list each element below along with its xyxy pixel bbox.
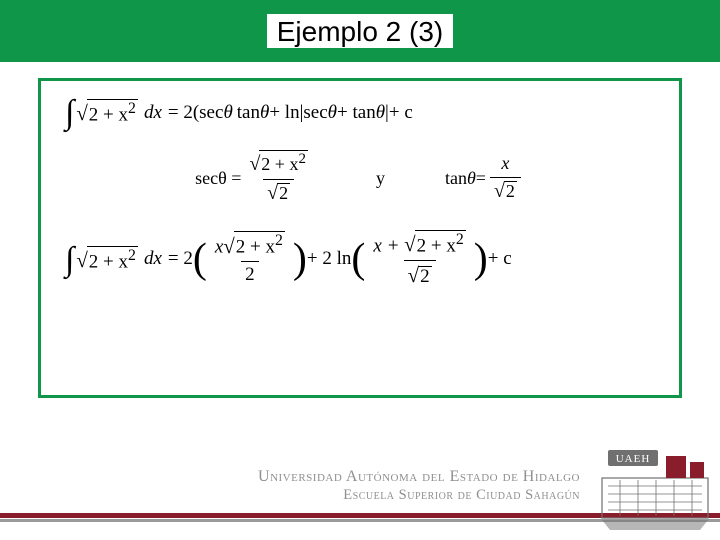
text: = 2 (168, 248, 193, 270)
radicand: 2 + x (89, 251, 128, 272)
sec-substitution: secθ = 2 + x2 2 (195, 150, 316, 206)
exponent: 2 (456, 231, 464, 248)
integral-sign: ∫ (65, 99, 74, 126)
footer-text: Universidad Autónoma del Estado de Hidal… (258, 468, 580, 504)
university-logo: UAEH (600, 448, 710, 534)
integral-sign: ∫ (65, 246, 74, 273)
text: sec (303, 102, 327, 124)
eq: = (476, 168, 486, 189)
text: + tan (337, 102, 376, 124)
dx: dx (144, 102, 162, 124)
radicand: 2 (418, 266, 432, 288)
paren-left: ( (193, 245, 207, 274)
sqrt: 2 + x2 (76, 246, 138, 273)
university-name: Universidad Autónoma del Estado de Hidal… (258, 468, 580, 486)
fraction: x2 + x2 2 (211, 231, 289, 287)
text: + c (389, 102, 413, 124)
theta: θ (376, 102, 385, 124)
equation-substitutions: secθ = 2 + x2 2 y tan θ = x 2 (65, 150, 655, 206)
school-name: Escuela Superior de Ciudad Sahagún (258, 487, 580, 504)
label: secθ = (195, 168, 241, 189)
radicand: 2 (277, 183, 290, 204)
theta: θ (260, 102, 269, 124)
radicand: 2 (504, 181, 517, 202)
text: + ln (269, 102, 299, 124)
text: + c (488, 248, 512, 270)
text: + 2 ln (307, 248, 352, 270)
radicand: 2 + x (89, 104, 128, 125)
content-box: ∫ 2 + x2 dx = 2(sec θ tan θ + ln | sec θ… (38, 78, 682, 398)
paren-right: ) (293, 245, 307, 274)
dx: dx (144, 248, 162, 270)
denominator: 2 (241, 261, 259, 287)
radicand: 2 + x (261, 154, 298, 174)
fraction: 2 + x2 2 (245, 150, 312, 206)
theta: θ (328, 102, 337, 124)
and-label: y (376, 168, 385, 189)
text: = 2(sec (168, 102, 224, 124)
tan-substitution: tan θ = x 2 (445, 153, 525, 203)
fraction: x 2 (490, 153, 521, 203)
exponent: 2 (128, 247, 136, 264)
exponent: 2 (298, 151, 306, 167)
radicand: 2 + x (236, 237, 275, 258)
exponent: 2 (128, 100, 136, 117)
numerator: x (497, 153, 513, 177)
theta: θ (467, 168, 476, 189)
fraction: x + 2 + x2 2 (369, 230, 469, 289)
radicand: 2 + x (417, 235, 456, 256)
equation-line-1: ∫ 2 + x2 dx = 2(sec θ tan θ + ln | sec θ… (65, 99, 655, 126)
theta: θ (223, 102, 232, 124)
sqrt: 2 + x2 (76, 99, 138, 126)
title-bar: Ejemplo 2 (3) (0, 0, 720, 62)
text: x + (373, 235, 404, 256)
svg-text:UAEH: UAEH (616, 453, 651, 465)
equation-line-3: ∫ 2 + x2 dx = 2 ( x2 + x2 2 ) + 2 ln ( x… (65, 230, 655, 289)
label: tan (445, 168, 467, 189)
text: x (215, 237, 223, 258)
paren-left: ( (351, 245, 365, 274)
page-title: Ejemplo 2 (3) (267, 14, 454, 48)
paren-right: ) (474, 245, 488, 274)
exponent: 2 (275, 232, 283, 249)
footer: Universidad Autónoma del Estado de Hidal… (0, 442, 720, 540)
text: tan (237, 102, 260, 124)
